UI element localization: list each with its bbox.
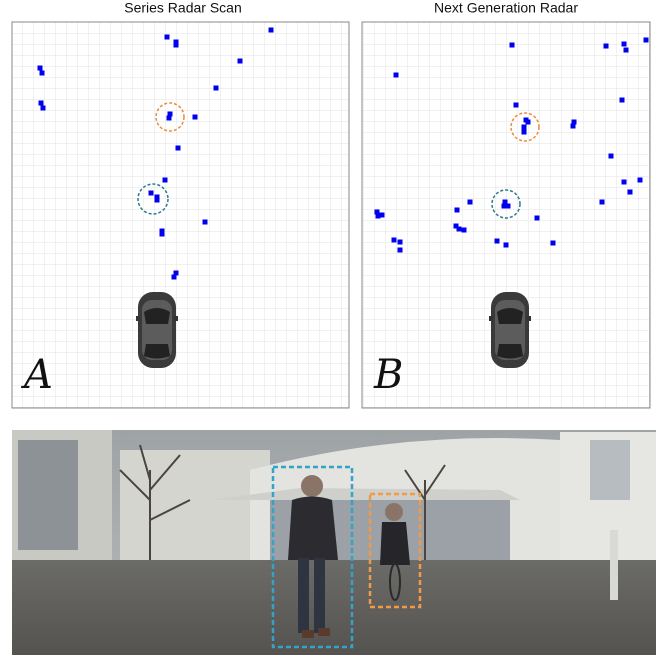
radar-point (374, 209, 380, 215)
radar-point (237, 58, 243, 64)
radar-point (173, 42, 179, 48)
radar-point (619, 97, 625, 103)
radar-point (397, 239, 403, 245)
radar-point (37, 65, 43, 71)
radar-point (167, 111, 173, 117)
radar-point (39, 70, 45, 76)
radar-point (525, 119, 531, 125)
radar-point (175, 145, 181, 151)
radar-point (154, 197, 160, 203)
radar-point (550, 240, 556, 246)
radar-point (166, 115, 172, 121)
radar-point (38, 100, 44, 106)
radar-point (454, 207, 460, 213)
panel-label: A (20, 352, 53, 398)
radar-point (627, 189, 633, 195)
radar-point (391, 237, 397, 243)
radar-point (379, 212, 385, 218)
radar-point (505, 203, 511, 209)
panel-title: Series Radar Scan (124, 0, 242, 16)
radar-point (456, 226, 462, 232)
radar-point (397, 247, 403, 253)
camera-photo (12, 430, 656, 655)
radar-point (599, 199, 605, 205)
radar-point (202, 219, 208, 225)
radar-point (173, 39, 179, 45)
radar-point (521, 124, 527, 130)
panel-label: B (373, 352, 403, 398)
radar-point (154, 194, 160, 200)
pedestrian (288, 475, 338, 638)
radar-point (570, 123, 576, 129)
radar-point (623, 47, 629, 53)
radar-point (40, 105, 46, 111)
radar-point (171, 274, 177, 280)
radar-point (461, 227, 467, 233)
radar-point (643, 37, 649, 43)
radar-point (164, 34, 170, 40)
radar-point (534, 215, 540, 221)
radar-point (453, 223, 459, 229)
panel-title: Next Generation Radar (434, 0, 578, 16)
radar-point (608, 153, 614, 159)
radar-point (513, 102, 519, 108)
radar-point (521, 129, 527, 135)
radar-point (467, 199, 473, 205)
radar-point (571, 119, 577, 125)
radar-point (213, 85, 219, 91)
radar-point (159, 228, 165, 234)
radar-point (621, 179, 627, 185)
radar-point (637, 177, 643, 183)
cyclist (380, 503, 410, 601)
radar-panel: B (361, 21, 651, 409)
radar-point (162, 177, 168, 183)
radar-point (192, 114, 198, 120)
radar-point (603, 43, 609, 49)
radar-point (621, 41, 627, 47)
radar-point (502, 199, 508, 205)
radar-point (375, 213, 381, 219)
radar-point (159, 231, 165, 237)
radar-panel: A (11, 21, 350, 409)
radar-point (494, 238, 500, 244)
radar-point (393, 72, 399, 78)
radar-point (509, 42, 515, 48)
radar-point (501, 203, 507, 209)
radar-point (173, 270, 179, 276)
radar-point (268, 27, 274, 33)
radar-point (148, 190, 154, 196)
radar-point (503, 242, 509, 248)
